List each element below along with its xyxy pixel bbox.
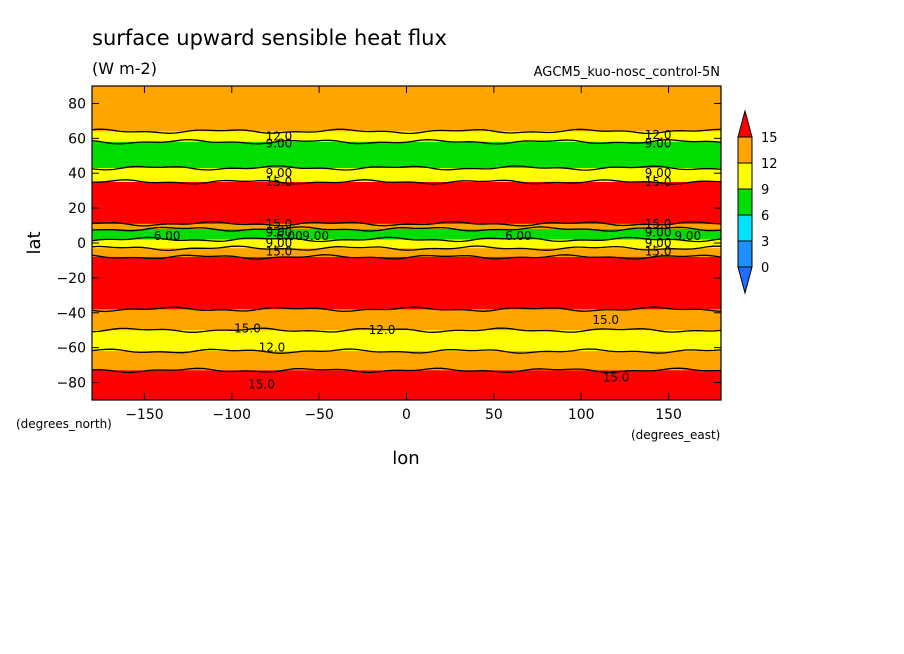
plot-area	[92, 86, 721, 400]
colorbar-label-1: 12	[761, 157, 778, 172]
band-12	[92, 351, 721, 371]
contour-line-8	[92, 245, 721, 252]
y-tick-label-7: 60	[68, 131, 86, 147]
units-label: (W m-2)	[92, 59, 157, 78]
contour-label-23: 15.0	[592, 313, 619, 327]
band-5	[92, 223, 721, 230]
contour-label-26: 15.0	[603, 370, 630, 384]
x-axis-title: lon	[392, 448, 419, 469]
contour-line-12	[92, 348, 721, 354]
colorbar-swatch-1	[737, 162, 753, 190]
contour-label-25: 15.0	[248, 377, 275, 391]
contour-label-3: 15.0	[266, 175, 293, 189]
contour-label-10: 6.00	[276, 229, 303, 243]
x-tick-label-3: 0	[402, 407, 411, 423]
axes: −150 −100 −50 0 50 100 150 −80 −60 −40 −20 0 20 40 60 8…	[56, 86, 721, 423]
contour-label-14: 6.00	[154, 229, 181, 243]
colorbar-label-5: 0	[761, 261, 769, 276]
band-11	[92, 330, 721, 352]
y-tick-label-6: 40	[68, 166, 86, 182]
contour-line-6	[92, 226, 721, 232]
colorbar-label-2: 9	[761, 183, 769, 198]
y-tick-label-2: −40	[56, 306, 86, 322]
band-2	[92, 141, 721, 169]
contour-label-1: 9.00	[266, 137, 293, 151]
contour-label-15: 6.00	[505, 229, 532, 243]
run-label: AGCM5_kuo-nosc_control-5N	[534, 65, 720, 80]
y-tick-label-1: −60	[56, 341, 86, 357]
y-tick-label-5: 20	[68, 201, 86, 217]
band-6	[92, 229, 721, 241]
band-1	[92, 131, 721, 143]
x-units-label: (degrees_east)	[631, 428, 720, 442]
contour-label-22: 12.0	[369, 323, 396, 337]
contour-label-5: 9.00	[645, 137, 672, 151]
colorbar-under-arrow	[737, 266, 753, 295]
colorbar-swatch-3	[737, 214, 753, 242]
band-7	[92, 239, 721, 249]
contour-label-6: 9.00	[645, 166, 672, 180]
colorbar-over-arrow	[737, 109, 753, 138]
band-3	[92, 167, 721, 183]
contour-line-9	[92, 254, 721, 260]
contour-label-2: 9.00	[266, 166, 293, 180]
contour-label-24: 12.0	[259, 341, 286, 355]
colorbar: 15 12 9 6 3 0	[737, 109, 778, 295]
contour-line-11	[92, 327, 721, 333]
x-tick-label-5: 100	[568, 407, 595, 423]
contour-label-4: 12.0	[645, 128, 672, 142]
colorbar-label-0: 15	[761, 131, 778, 146]
colorbar-label-3: 6	[761, 209, 769, 224]
band-4	[92, 181, 721, 225]
x-tick-label-4: 50	[485, 407, 503, 423]
contour-label-7: 15.0	[645, 175, 672, 189]
contour-line-4	[92, 179, 721, 185]
band-9	[92, 256, 721, 310]
contour-label-17: 9.00	[645, 226, 672, 240]
y-tick-label-3: −20	[56, 271, 86, 287]
contour-label-0: 12.0	[266, 130, 293, 144]
contour-labels: 12.09.009.0015.012.09.009.0015.015.09.00…	[154, 128, 701, 391]
contour-line-1	[92, 128, 721, 135]
contour-label-12: 9.00	[266, 236, 293, 250]
band-8	[92, 248, 721, 258]
x-tick-label-2: −50	[304, 407, 334, 423]
contour-label-18: 9.00	[674, 229, 701, 243]
contour-line-13	[92, 367, 721, 374]
y-tick-label-0: −80	[56, 376, 86, 392]
contour-label-21: 15.0	[234, 321, 261, 335]
y-tick-label-4: 0	[77, 236, 86, 252]
band-0	[92, 86, 721, 132]
contour-line-10	[92, 306, 721, 313]
contour-label-8: 15.0	[266, 217, 293, 231]
y-units-label: (degrees_north)	[16, 417, 112, 431]
colorbar-swatch-4	[737, 240, 753, 268]
contour-label-19: 9.00	[645, 236, 672, 250]
contour-label-13: 15.0	[266, 245, 293, 259]
chart-title: surface upward sensible heat flux	[92, 26, 447, 50]
contour-line-3	[92, 165, 721, 171]
y-axis-title: lat	[24, 231, 45, 254]
colorbar-swatch-2	[737, 188, 753, 216]
band-10	[92, 309, 721, 331]
contour-label-11: 9.00	[302, 229, 329, 243]
x-tick-label-6: 150	[655, 407, 682, 423]
contour-label-16: 15.0	[645, 217, 672, 231]
colorbar-label-4: 3	[761, 235, 769, 250]
contour-label-9: 9.00	[266, 226, 293, 240]
x-tick-label-0: −150	[125, 407, 163, 423]
contour-line-7	[92, 236, 721, 243]
contour-line-5	[92, 221, 721, 227]
colorbar-swatch-0	[737, 136, 753, 164]
y-tick-label-8: 80	[68, 96, 86, 112]
contour-line-2	[92, 138, 721, 145]
x-tick-label-1: −100	[213, 407, 251, 423]
contour-label-20: 15.0	[645, 245, 672, 259]
